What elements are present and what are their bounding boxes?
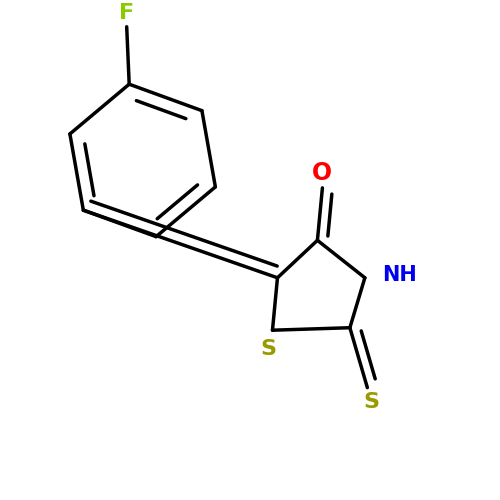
- Text: NH: NH: [382, 266, 417, 285]
- Text: S: S: [260, 339, 276, 359]
- Text: F: F: [119, 3, 134, 23]
- Text: O: O: [312, 161, 332, 185]
- Text: S: S: [364, 392, 380, 411]
